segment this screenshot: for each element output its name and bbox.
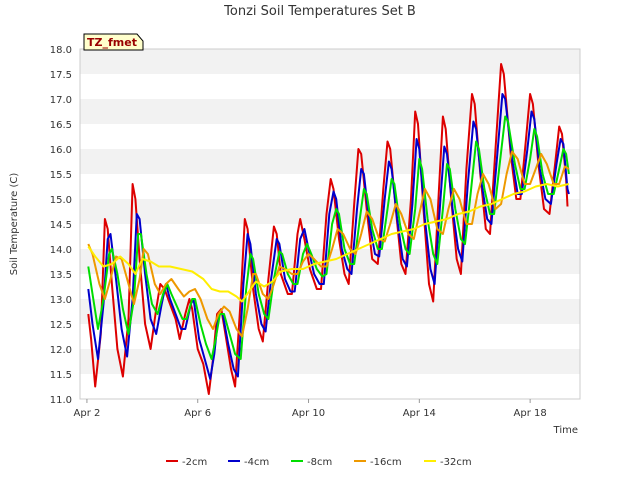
y-tick-label: 14.5 [50,220,72,231]
x-tick-label: Apr 18 [514,408,547,419]
y-tick-label: 14.0 [50,245,72,256]
legend-label: -16cm [370,457,402,468]
series-lines [87,63,570,395]
legend-label: -8cm [307,457,332,468]
grid-band [80,374,580,399]
series-line-2cmcm [87,63,569,395]
y-tick-label: 16.0 [50,145,72,156]
y-tick-label: 17.0 [50,95,72,106]
grid-band [80,74,580,99]
grid-band [80,49,580,74]
grid-band [80,299,580,324]
y-tick-label: 13.0 [50,295,72,306]
grid-band [80,149,580,174]
annotation-badge-shape [83,33,144,51]
x-axis-ticks: Apr 2 Apr 6 Apr 10 Apr 14 Apr 18 [74,399,547,419]
annotation-badge-label: TZ_fmet [87,36,137,49]
y-tick-label: 12.5 [50,320,72,331]
grid-band [80,324,580,349]
plot-area-frame [79,48,581,400]
series-line-4cmcm [87,93,570,380]
y-tick-label: 11.0 [50,395,72,406]
y-tick-label: 18.0 [50,45,72,56]
y-tick-label: 15.0 [50,195,72,206]
y-tick-label: 15.5 [50,170,72,181]
annotation-badge: TZ_fmet [83,33,144,51]
y-axis-ticks: 11.0 11.5 12.0 12.5 13.0 13.5 14.0 14.5 15.0 15.5… [50,45,72,406]
x-axis-label: Time [553,425,578,436]
series-line-8cmcm [87,115,570,360]
y-tick-label: 17.5 [50,70,72,81]
legend-label: -32cm [440,457,472,468]
grid-band [80,124,580,149]
x-tick-label: Apr 6 [184,408,211,419]
legend: -2cm -4cm -8cm -16cm -32cm [166,457,472,468]
x-tick-label: Apr 2 [74,408,101,419]
series-line-32cmcm [87,183,570,303]
legend-label: -2cm [182,457,207,468]
x-tick-label: Apr 14 [403,408,436,419]
chart-title: Tonzi Soil Temperatures Set B [223,4,416,19]
y-axis-label: Soil Temperature (C) [9,173,20,276]
y-tick-label: 12.0 [50,345,72,356]
y-tick-label: 16.5 [50,120,72,131]
x-tick-label: Apr 10 [292,408,325,419]
legend-label: -4cm [244,457,269,468]
series-line-16cmcm [87,150,570,338]
grid-band [80,349,580,374]
grid-band [80,274,580,299]
y-tick-label: 11.5 [50,370,72,381]
y-tick-label: 13.5 [50,270,72,281]
